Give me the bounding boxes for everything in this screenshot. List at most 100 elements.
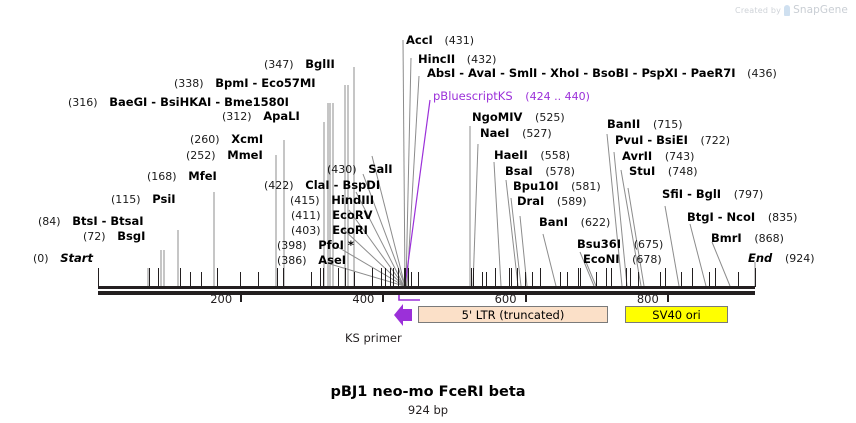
enzyme-label[interactable]: (422) ClaI - BspDI — [264, 179, 380, 192]
restriction-site-tick[interactable] — [405, 268, 407, 287]
enzyme-label[interactable]: (115) PsiI — [111, 193, 176, 206]
feature-box-ltr[interactable]: 5' LTR (truncated) — [418, 306, 608, 323]
enzyme-label[interactable]: BtgI - NcoI (835) — [687, 211, 797, 224]
enzyme-label[interactable]: SfiI - BglI (797) — [662, 188, 763, 201]
enzyme-label[interactable]: BsaI (578) — [505, 165, 575, 178]
enzyme-label[interactable]: (403) EcoRI — [291, 224, 368, 237]
restriction-site-tick[interactable] — [494, 268, 496, 287]
restriction-site-tick[interactable] — [715, 268, 717, 287]
enzyme-label[interactable]: (316) BaeGI - BsiHKAI - Bme1580I — [68, 96, 289, 109]
restriction-site-tick[interactable] — [344, 268, 346, 287]
enzyme-label[interactable]: (168) MfeI — [147, 170, 217, 183]
restriction-site-tick[interactable] — [149, 268, 151, 287]
restriction-site-tick[interactable] — [595, 272, 597, 287]
restriction-site-tick[interactable] — [398, 268, 400, 287]
restriction-site-tick[interactable] — [408, 268, 409, 287]
restriction-site-tick[interactable] — [626, 268, 628, 287]
enzyme-label[interactable]: (430) SalI — [327, 163, 393, 176]
restriction-site-tick[interactable] — [577, 268, 579, 287]
restriction-site-tick[interactable] — [201, 272, 203, 287]
restriction-site-tick[interactable] — [611, 268, 613, 287]
enzyme-label[interactable]: (312) ApaLI — [222, 110, 300, 123]
restriction-site-tick[interactable] — [282, 268, 284, 287]
restriction-site-tick[interactable] — [403, 268, 405, 287]
restriction-site-tick[interactable] — [410, 272, 412, 287]
enzyme-label[interactable]: HincII (432) — [418, 53, 496, 66]
enzyme-label[interactable]: (386) AseI — [277, 254, 346, 267]
restriction-site-tick[interactable] — [524, 272, 526, 287]
enzyme-label[interactable]: DraI (589) — [517, 195, 587, 208]
terminal-label-start[interactable]: (0) Start — [33, 252, 93, 265]
restriction-site-tick[interactable] — [664, 268, 666, 287]
enzyme-label[interactable]: Bsu36I (675) — [577, 238, 663, 251]
enzyme-label[interactable]: (347) BglII — [264, 58, 335, 71]
restriction-site-tick[interactable] — [681, 272, 683, 287]
restriction-site-tick[interactable] — [404, 268, 406, 287]
enzyme-label[interactable]: AccI (431) — [406, 34, 474, 47]
feature-box-sv40-ori[interactable]: SV40 ori — [625, 306, 728, 323]
enzyme-label[interactable]: NgoMIV (525) — [472, 111, 565, 124]
ks-primer-arrow-icon[interactable] — [392, 303, 414, 327]
enzyme-label[interactable]: (411) EcoRV — [291, 209, 373, 222]
enzyme-label[interactable]: PvuI - BsiEI (722) — [615, 134, 730, 147]
enzyme-label[interactable]: NaeI (527) — [480, 127, 552, 140]
enzyme-label[interactable]: (415) HindIII — [290, 194, 374, 207]
enzyme-label[interactable]: BanII (715) — [607, 118, 683, 131]
restriction-site-tick[interactable] — [481, 272, 483, 287]
restriction-site-tick[interactable] — [755, 268, 756, 287]
restriction-site-tick[interactable] — [179, 268, 181, 287]
restriction-site-tick[interactable] — [691, 268, 693, 287]
restriction-site-tick[interactable] — [580, 268, 582, 287]
restriction-site-tick[interactable] — [471, 268, 473, 287]
restriction-site-tick[interactable] — [417, 272, 419, 287]
enzyme-label[interactable]: Bpu10I (581) — [513, 180, 601, 193]
restriction-site-tick[interactable] — [384, 268, 386, 287]
enzyme-label[interactable]: BmrI (868) — [711, 232, 784, 245]
restriction-site-tick[interactable] — [390, 268, 392, 287]
restriction-site-tick[interactable] — [277, 268, 279, 287]
enzyme-label[interactable]: StuI (748) — [629, 165, 698, 178]
restriction-site-tick[interactable] — [606, 268, 608, 287]
restriction-site-tick[interactable] — [190, 272, 192, 287]
enzyme-label[interactable]: BanI (622) — [539, 216, 610, 229]
restriction-site-tick[interactable] — [393, 268, 395, 287]
enzyme-label[interactable]: (252) MmeI — [186, 149, 263, 162]
enzyme-label[interactable]: (72) BsgI — [83, 230, 145, 243]
restriction-site-tick[interactable] — [372, 268, 374, 287]
restriction-site-tick[interactable] — [567, 272, 569, 287]
restriction-site-tick[interactable] — [638, 272, 640, 287]
restriction-site-tick[interactable] — [531, 272, 533, 287]
restriction-site-tick[interactable] — [353, 272, 355, 287]
enzyme-label[interactable]: HaeII (558) — [494, 149, 570, 162]
restriction-site-tick[interactable] — [240, 272, 242, 287]
enzyme-label[interactable]: AvrII (743) — [622, 150, 694, 163]
restriction-site-tick[interactable] — [319, 268, 321, 287]
restriction-site-tick[interactable] — [516, 268, 518, 287]
restriction-site-tick[interactable] — [511, 268, 513, 287]
enzyme-label[interactable]: EcoNI (678) — [583, 253, 662, 266]
restriction-site-tick[interactable] — [629, 268, 631, 287]
enzyme-label[interactable]: (84) BtsI - BtsaI — [38, 215, 144, 228]
restriction-site-tick[interactable] — [659, 272, 661, 287]
terminal-label-end[interactable]: End (924) — [748, 252, 815, 265]
feature-label-pbluescriptks[interactable]: pBluescriptKS (424 .. 440) — [433, 89, 590, 103]
restriction-site-tick[interactable] — [338, 268, 340, 287]
enzyme-label[interactable]: (338) BpmI - Eco57MI — [174, 77, 316, 90]
restriction-site-tick[interactable] — [380, 268, 382, 287]
restriction-site-tick[interactable] — [322, 268, 324, 287]
restriction-site-tick[interactable] — [560, 272, 562, 287]
enzyme-label[interactable]: (398) PfoI * — [277, 239, 354, 252]
restriction-site-tick[interactable] — [217, 268, 219, 287]
restriction-site-tick[interactable] — [472, 268, 474, 287]
restriction-site-tick[interactable] — [485, 272, 487, 287]
restriction-site-tick[interactable] — [709, 272, 711, 287]
restriction-site-tick[interactable] — [257, 272, 259, 287]
enzyme-label[interactable]: (260) XcmI — [190, 133, 263, 146]
restriction-site-tick[interactable] — [98, 268, 99, 287]
restriction-site-tick[interactable] — [508, 268, 510, 287]
restriction-site-tick[interactable] — [311, 272, 313, 287]
enzyme-label[interactable]: AbsI - AvaI - SmlI - XhoI - BsoBI - PspX… — [427, 67, 777, 80]
restriction-site-tick[interactable] — [157, 268, 159, 287]
restriction-site-tick[interactable] — [540, 268, 542, 287]
restriction-site-tick[interactable] — [737, 272, 739, 287]
